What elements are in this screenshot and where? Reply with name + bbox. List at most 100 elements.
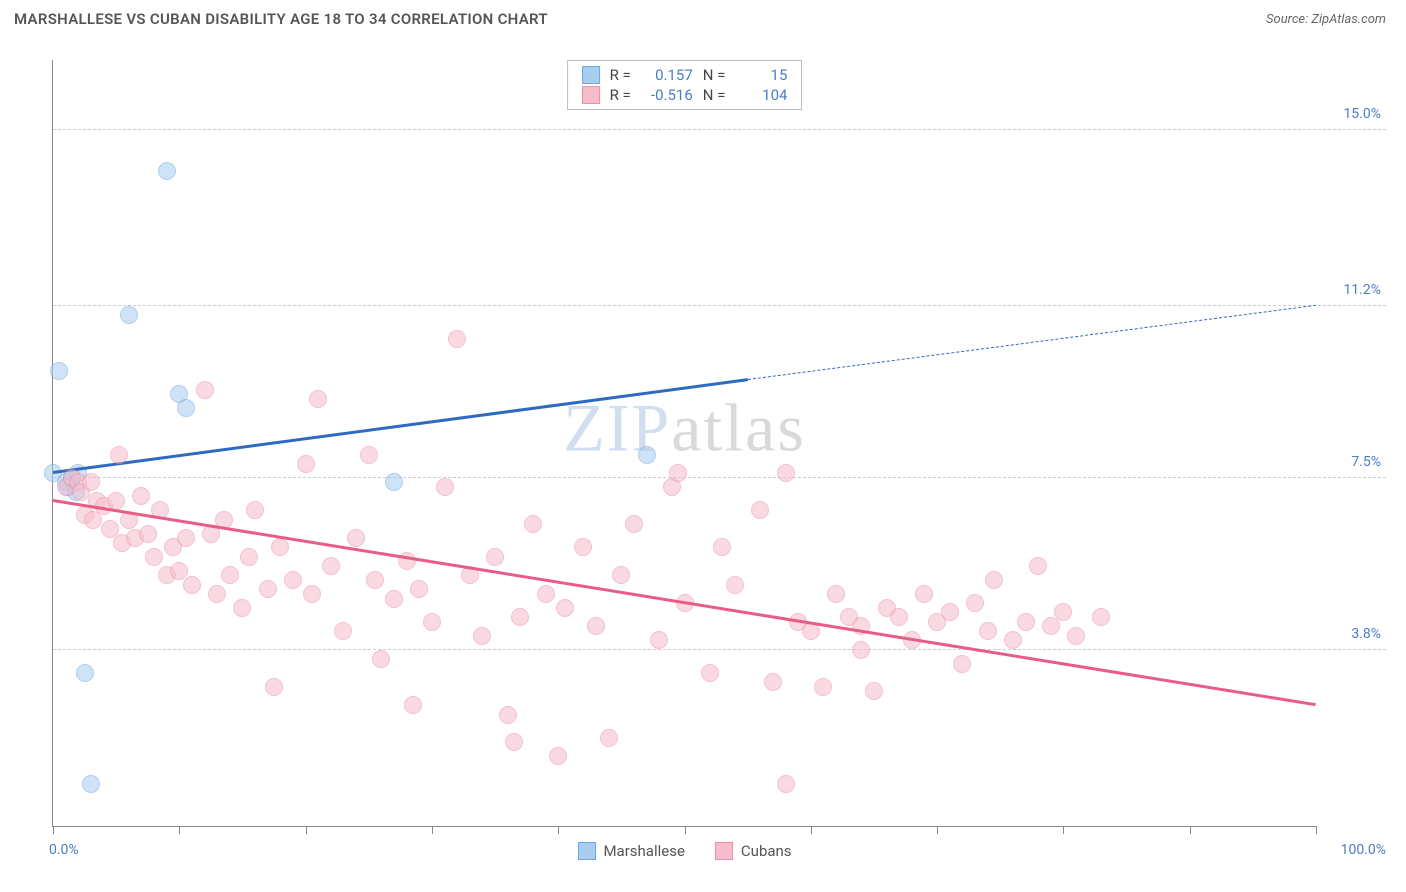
data-point: [158, 162, 176, 180]
data-point: [865, 682, 883, 700]
correlation-legend: R = 0.157 N = 15 R = -0.516 N = 104: [567, 60, 803, 110]
x-axis-min-label: 0.0%: [49, 842, 79, 858]
data-point: [473, 627, 491, 645]
data-point: [777, 775, 795, 793]
x-tick: [53, 826, 54, 834]
data-point: [50, 362, 68, 380]
data-point: [612, 566, 630, 584]
data-point: [139, 525, 157, 543]
r-label: R =: [610, 66, 631, 84]
x-tick: [1063, 826, 1064, 834]
data-point: [82, 473, 100, 491]
chart-title: MARSHALLESE VS CUBAN DISABILITY AGE 18 T…: [14, 10, 548, 28]
data-point: [208, 585, 226, 603]
gridline: [53, 305, 1386, 306]
data-point: [638, 446, 656, 464]
data-point: [979, 622, 997, 640]
data-point: [271, 538, 289, 556]
data-point: [669, 464, 687, 482]
data-point: [120, 306, 138, 324]
data-point: [953, 655, 971, 673]
data-point: [240, 548, 258, 566]
data-point: [196, 381, 214, 399]
x-tick: [937, 826, 938, 834]
data-point: [574, 538, 592, 556]
data-point: [751, 501, 769, 519]
data-point: [385, 590, 403, 608]
data-point: [499, 706, 517, 724]
y-tick-label: 11.2%: [1343, 282, 1381, 298]
x-tick: [685, 826, 686, 834]
data-point: [556, 599, 574, 617]
x-tick: [1190, 826, 1191, 834]
n-label: N =: [703, 86, 726, 104]
data-point: [941, 603, 959, 621]
data-point: [1017, 613, 1035, 631]
data-point: [1029, 557, 1047, 575]
data-point: [764, 673, 782, 691]
x-tick: [1316, 826, 1317, 834]
gridline: [53, 477, 1386, 478]
x-tick: [432, 826, 433, 834]
x-axis-max-label: 100.0%: [1341, 842, 1386, 858]
data-point: [701, 664, 719, 682]
data-point: [284, 571, 302, 589]
data-point: [505, 733, 523, 751]
data-point: [145, 548, 163, 566]
data-point: [366, 571, 384, 589]
gridline: [53, 129, 1386, 130]
data-point: [265, 678, 283, 696]
legend-item-marshallese: Marshallese: [577, 842, 684, 860]
data-point: [297, 455, 315, 473]
legend-row-marshallese: R = 0.157 N = 15: [582, 65, 788, 85]
data-point: [1042, 617, 1060, 635]
data-point: [511, 608, 529, 626]
data-point: [650, 631, 668, 649]
data-point: [132, 487, 150, 505]
data-point: [82, 775, 100, 793]
data-point: [985, 571, 1003, 589]
data-point: [303, 585, 321, 603]
x-tick: [306, 826, 307, 834]
data-point: [777, 464, 795, 482]
y-tick-label: 7.5%: [1351, 454, 1381, 470]
data-point: [486, 548, 504, 566]
data-point: [915, 585, 933, 603]
data-point: [890, 608, 908, 626]
legend-swatch-marshallese-bottom: [577, 842, 595, 860]
data-point: [334, 622, 352, 640]
data-point: [372, 650, 390, 668]
data-point: [524, 515, 542, 533]
legend-swatch-marshallese: [582, 66, 600, 84]
n-value-cubans: 104: [735, 86, 787, 104]
data-point: [1067, 627, 1085, 645]
data-point: [1054, 603, 1072, 621]
data-point: [448, 330, 466, 348]
data-point: [726, 576, 744, 594]
data-point: [385, 473, 403, 491]
data-point: [827, 585, 845, 603]
series-legend: Marshallese Cubans: [577, 842, 791, 860]
data-point: [347, 529, 365, 547]
data-point: [233, 599, 251, 617]
y-tick-label: 15.0%: [1343, 106, 1381, 122]
data-point: [76, 664, 94, 682]
data-point: [713, 538, 731, 556]
data-point: [322, 557, 340, 575]
y-tick-label: 3.8%: [1351, 626, 1381, 642]
r-value-cubans: -0.516: [641, 86, 693, 104]
data-point: [1092, 608, 1110, 626]
x-tick: [811, 826, 812, 834]
watermark-atlas: atlas: [671, 389, 806, 465]
r-value-marshallese: 0.157: [641, 66, 693, 84]
data-point: [537, 585, 555, 603]
data-point: [259, 580, 277, 598]
data-point: [246, 501, 264, 519]
data-point: [852, 641, 870, 659]
legend-row-cubans: R = -0.516 N = 104: [582, 85, 788, 105]
legend-label-cubans: Cubans: [741, 842, 792, 860]
plot-area: ZIPatlas R = 0.157 N = 15 R = -0.516 N =…: [52, 60, 1316, 827]
legend-item-cubans: Cubans: [715, 842, 792, 860]
legend-swatch-cubans-bottom: [715, 842, 733, 860]
data-point: [177, 399, 195, 417]
